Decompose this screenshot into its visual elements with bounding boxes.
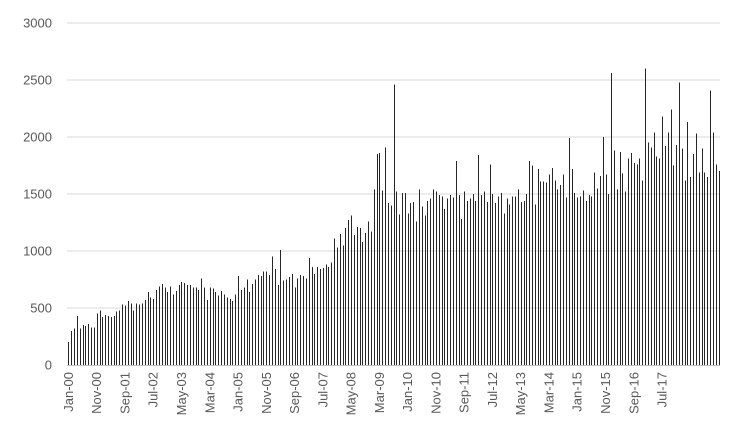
x-tick-label: Nov-10 — [428, 372, 443, 414]
y-axis-tick-labels: 0 500 1000 1500 2000 2500 3000 — [23, 16, 52, 373]
x-tick-label: May-03 — [174, 372, 189, 415]
bars — [68, 68, 720, 365]
x-tick-label: Jan-05 — [231, 372, 246, 412]
y-tick-label: 2500 — [23, 73, 52, 88]
x-tick-label: Nov-00 — [89, 372, 104, 414]
x-tick-label: Jan-10 — [400, 372, 415, 412]
x-tick-label: Nov-15 — [598, 372, 613, 414]
x-tick-label: Mar-09 — [372, 372, 387, 413]
x-tick-label: Mar-14 — [541, 372, 556, 413]
x-tick-label: Jul-07 — [315, 372, 330, 407]
y-tick-label: 500 — [30, 301, 52, 316]
x-tick-label: Jul-12 — [485, 372, 500, 407]
x-tick-label: Nov-05 — [259, 372, 274, 414]
y-tick-label: 2000 — [23, 130, 52, 145]
x-axis-tick-labels: Jan-00 Nov-00 Sep-01 Jul-02 May-03 Mar-04 Jan-… — [61, 372, 670, 415]
x-tick-label: Jan-15 — [570, 372, 585, 412]
x-tick-label: Sep-06 — [287, 372, 302, 414]
x-tick-label: May-08 — [344, 372, 359, 415]
y-tick-label: 1000 — [23, 244, 52, 259]
x-tick-label: Jan-00 — [61, 372, 76, 412]
x-tick-label: Sep-16 — [626, 372, 641, 414]
x-tick-label: Jul-02 — [146, 372, 161, 407]
y-tick-label: 0 — [45, 358, 52, 373]
x-tick-label: Jul-17 — [655, 372, 670, 407]
x-tick-label: Mar-04 — [202, 372, 217, 413]
x-tick-label: May-13 — [513, 372, 528, 415]
y-tick-label: 3000 — [23, 16, 52, 31]
x-tick-label: Sep-01 — [117, 372, 132, 414]
y-tick-label: 1500 — [23, 187, 52, 202]
x-tick-label: Sep-11 — [457, 372, 472, 413]
